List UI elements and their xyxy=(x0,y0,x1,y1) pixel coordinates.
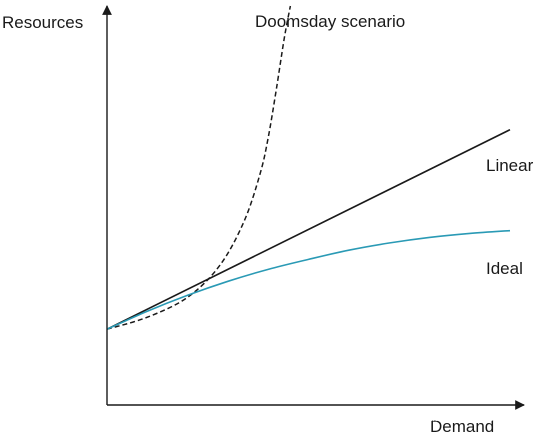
series-line-doomsday xyxy=(106,5,292,330)
series-label-doomsday: Doomsday scenario xyxy=(255,12,405,31)
series-line-linear xyxy=(106,128,511,330)
series-label-linear: Linear xyxy=(486,156,534,175)
series-label-ideal: Ideal xyxy=(486,259,523,278)
series-line-ideal xyxy=(106,229,511,330)
y-axis-label: Resources xyxy=(2,13,83,32)
series-layer xyxy=(106,5,511,330)
x-axis-label: Demand xyxy=(430,417,494,436)
watermark: 掘金技术社区 @ 数据智能老司机 xyxy=(318,408,507,423)
